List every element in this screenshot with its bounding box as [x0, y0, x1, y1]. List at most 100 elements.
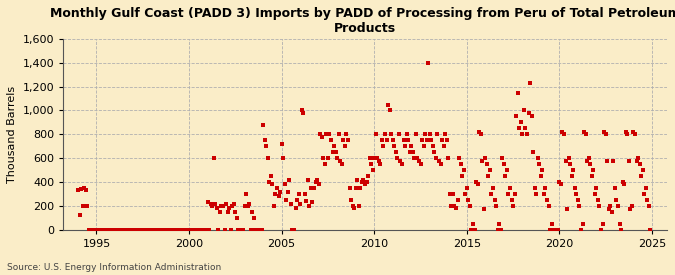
Point: [444, 192, 455, 196]
Point: [173, 228, 184, 232]
Point: [361, 180, 372, 184]
Point: [86, 228, 97, 232]
Point: [300, 192, 310, 196]
Point: [358, 177, 369, 182]
Point: [477, 158, 487, 163]
Point: [535, 174, 546, 178]
Point: [641, 186, 651, 190]
Point: [170, 228, 181, 232]
Point: [574, 204, 585, 208]
Point: [611, 198, 622, 202]
Point: [259, 138, 270, 142]
Point: [275, 189, 286, 194]
Point: [250, 228, 261, 232]
Point: [524, 81, 535, 85]
Point: [565, 162, 576, 166]
Point: [384, 108, 395, 113]
Point: [483, 174, 494, 178]
Point: [457, 174, 468, 178]
Point: [528, 150, 539, 155]
Point: [426, 138, 437, 142]
Point: [451, 206, 462, 210]
Point: [216, 204, 227, 208]
Point: [200, 228, 211, 232]
Point: [602, 158, 613, 163]
Point: [449, 204, 460, 208]
Point: [232, 216, 242, 220]
Point: [481, 162, 492, 166]
Point: [136, 228, 146, 232]
Point: [594, 204, 605, 208]
Point: [446, 204, 457, 208]
Point: [551, 228, 562, 232]
Point: [190, 228, 200, 232]
Point: [570, 186, 580, 190]
Point: [90, 228, 101, 232]
Point: [588, 168, 599, 172]
Point: [233, 228, 244, 232]
Point: [392, 156, 403, 160]
Point: [425, 132, 435, 136]
Point: [608, 158, 619, 163]
Point: [356, 180, 367, 184]
Point: [130, 228, 140, 232]
Point: [443, 156, 454, 160]
Point: [480, 156, 491, 160]
Point: [138, 228, 148, 232]
Point: [520, 126, 531, 131]
Point: [213, 228, 224, 232]
Point: [406, 144, 416, 148]
Point: [423, 60, 433, 65]
Point: [373, 158, 384, 163]
Point: [217, 204, 228, 208]
Point: [344, 186, 355, 190]
Point: [509, 192, 520, 196]
Point: [412, 156, 423, 160]
Point: [593, 198, 603, 202]
Point: [235, 228, 246, 232]
Point: [540, 186, 551, 190]
Point: [148, 228, 159, 232]
Point: [302, 177, 313, 182]
Point: [80, 188, 91, 192]
Point: [167, 228, 178, 232]
Point: [628, 130, 639, 134]
Point: [379, 132, 390, 136]
Point: [381, 138, 392, 142]
Point: [221, 201, 232, 206]
Point: [108, 228, 119, 232]
Point: [568, 168, 578, 172]
Point: [421, 138, 432, 142]
Point: [500, 174, 511, 178]
Point: [541, 198, 552, 202]
Point: [531, 192, 541, 196]
Point: [111, 228, 122, 232]
Point: [298, 111, 308, 115]
Point: [156, 228, 167, 232]
Point: [554, 180, 565, 184]
Point: [282, 189, 293, 194]
Point: [367, 168, 378, 172]
Point: [416, 138, 427, 142]
Point: [503, 192, 514, 196]
Point: [462, 186, 472, 190]
Point: [395, 158, 406, 163]
Text: Source: U.S. Energy Information Administration: Source: U.S. Energy Information Administ…: [7, 263, 221, 272]
Point: [182, 228, 193, 232]
Point: [76, 187, 86, 191]
Point: [134, 228, 145, 232]
Point: [563, 156, 574, 160]
Point: [264, 180, 275, 184]
Point: [99, 228, 109, 232]
Point: [394, 132, 404, 136]
Point: [625, 207, 636, 212]
Point: [414, 158, 425, 163]
Point: [352, 177, 362, 182]
Point: [184, 228, 194, 232]
Point: [289, 228, 300, 232]
Point: [271, 186, 282, 190]
Point: [150, 228, 161, 232]
Point: [463, 198, 474, 202]
Point: [522, 132, 533, 136]
Point: [543, 204, 554, 208]
